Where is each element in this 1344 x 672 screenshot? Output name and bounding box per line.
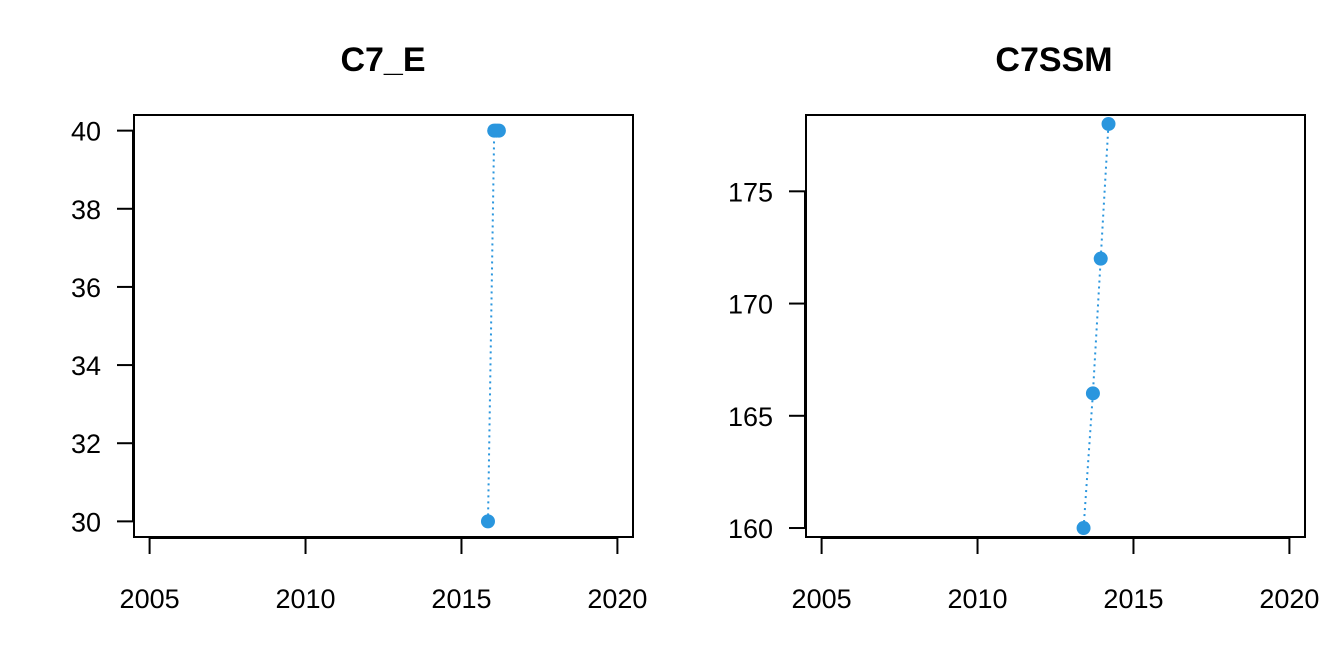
chart-panel-c7-e: C7_E 2005 2010 2015 2020 30 32 34 36 38 40 xyxy=(71,41,647,614)
chart-title: C7_E xyxy=(340,41,425,79)
plot-frame xyxy=(133,114,634,538)
y-axis: 30 32 34 36 38 40 xyxy=(71,117,134,537)
series-line xyxy=(487,129,499,522)
y-tick-label: 175 xyxy=(728,177,773,207)
y-axis: 160 165 170 175 xyxy=(728,177,806,544)
x-tick-label: 2010 xyxy=(275,584,335,614)
plot-frame xyxy=(805,114,1306,538)
series-group xyxy=(480,123,506,529)
y-tick-label: 32 xyxy=(71,429,101,459)
x-axis: 2005 2010 2015 2020 xyxy=(120,537,647,614)
data-point xyxy=(480,514,495,529)
x-tick-label: 2010 xyxy=(947,584,1007,614)
y-tick-label: 40 xyxy=(71,117,101,147)
series-group xyxy=(1076,116,1116,536)
y-tick-label: 170 xyxy=(728,290,773,320)
x-tick-label: 2020 xyxy=(587,584,647,614)
x-axis: 2005 2010 2015 2020 xyxy=(792,537,1319,614)
x-tick-label: 2015 xyxy=(1103,584,1163,614)
data-point xyxy=(1101,116,1116,131)
y-tick-label: 160 xyxy=(728,514,773,544)
x-tick-label: 2005 xyxy=(792,584,852,614)
y-tick-label: 165 xyxy=(728,402,773,432)
data-point xyxy=(1076,521,1091,536)
chart-panel-c7ssm: C7SSM 2005 2010 2015 2020 160 165 170 175 xyxy=(728,41,1320,614)
chart-title: C7SSM xyxy=(995,41,1112,79)
series-line xyxy=(1082,123,1110,529)
data-point xyxy=(1093,251,1108,266)
y-tick-label: 38 xyxy=(71,195,101,225)
x-tick-label: 2020 xyxy=(1259,584,1319,614)
x-tick-label: 2005 xyxy=(120,584,180,614)
data-point xyxy=(1085,386,1100,401)
y-tick-label: 34 xyxy=(71,351,101,381)
x-tick-label: 2015 xyxy=(431,584,491,614)
data-point xyxy=(491,123,506,138)
y-tick-label: 36 xyxy=(71,273,101,303)
y-tick-label: 30 xyxy=(71,507,101,537)
